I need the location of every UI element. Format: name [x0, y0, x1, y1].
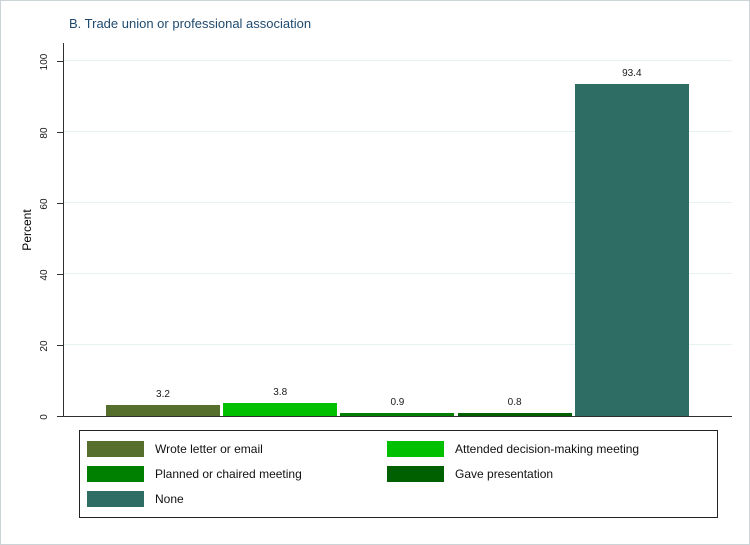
y-gridline [64, 202, 732, 203]
bar [223, 402, 338, 416]
legend-item: Planned or chaired meeting [87, 466, 302, 482]
y-tick [57, 345, 63, 346]
legend-label: Planned or chaired meeting [155, 467, 302, 481]
y-tick-label: 60 [39, 198, 50, 210]
y-tick [57, 203, 63, 204]
x-axis-line [57, 416, 732, 417]
legend-item: Gave presentation [387, 466, 553, 482]
bar [457, 413, 572, 416]
legend-swatch [87, 441, 144, 457]
y-tick-label: 100 [39, 53, 50, 71]
legend-item: Attended decision-making meeting [387, 441, 639, 457]
legend-label: Wrote letter or email [155, 442, 263, 456]
bar [574, 84, 689, 416]
y-tick [57, 274, 63, 275]
y-gridline [64, 344, 732, 345]
legend-swatch [87, 466, 144, 482]
y-tick [57, 132, 63, 133]
legend-label: None [155, 492, 184, 506]
y-gridline [64, 273, 732, 274]
bar-value-label: 3.2 [156, 388, 170, 400]
y-tick [57, 61, 63, 62]
legend-swatch [87, 491, 144, 507]
bar-value-label: 3.8 [273, 386, 288, 398]
legend-label: Gave presentation [455, 467, 554, 481]
bar-value-label: 93.4 [622, 68, 642, 80]
y-axis-line [63, 43, 64, 417]
y-gridline [64, 131, 732, 132]
legend-label: Attended decision-making meeting [455, 442, 640, 456]
y-axis-title: Percent [20, 209, 34, 251]
legend-swatch [387, 466, 444, 482]
legend-item: Wrote letter or email [87, 441, 263, 457]
bar-value-label: 0.8 [507, 397, 522, 409]
y-tick [57, 416, 63, 417]
bar [340, 412, 455, 416]
legend-swatch [387, 441, 444, 457]
plot-area: 0 20 40 60 80 100 3.2 3.8 0.9 0.8 93.4 [39, 43, 732, 420]
y-tick-label: 40 [39, 269, 50, 281]
bar [106, 404, 220, 416]
legend: Wrote letter or email Attended decision-m… [79, 430, 718, 518]
y-tick-label: 0 [39, 414, 50, 420]
chart-title: B. Trade union or professional associati… [69, 16, 312, 31]
y-tick-label: 80 [39, 127, 50, 139]
y-tick-label: 20 [39, 340, 50, 352]
y-gridline [64, 60, 732, 61]
bar-value-label: 0.9 [390, 396, 405, 408]
legend-item: None [87, 491, 184, 507]
